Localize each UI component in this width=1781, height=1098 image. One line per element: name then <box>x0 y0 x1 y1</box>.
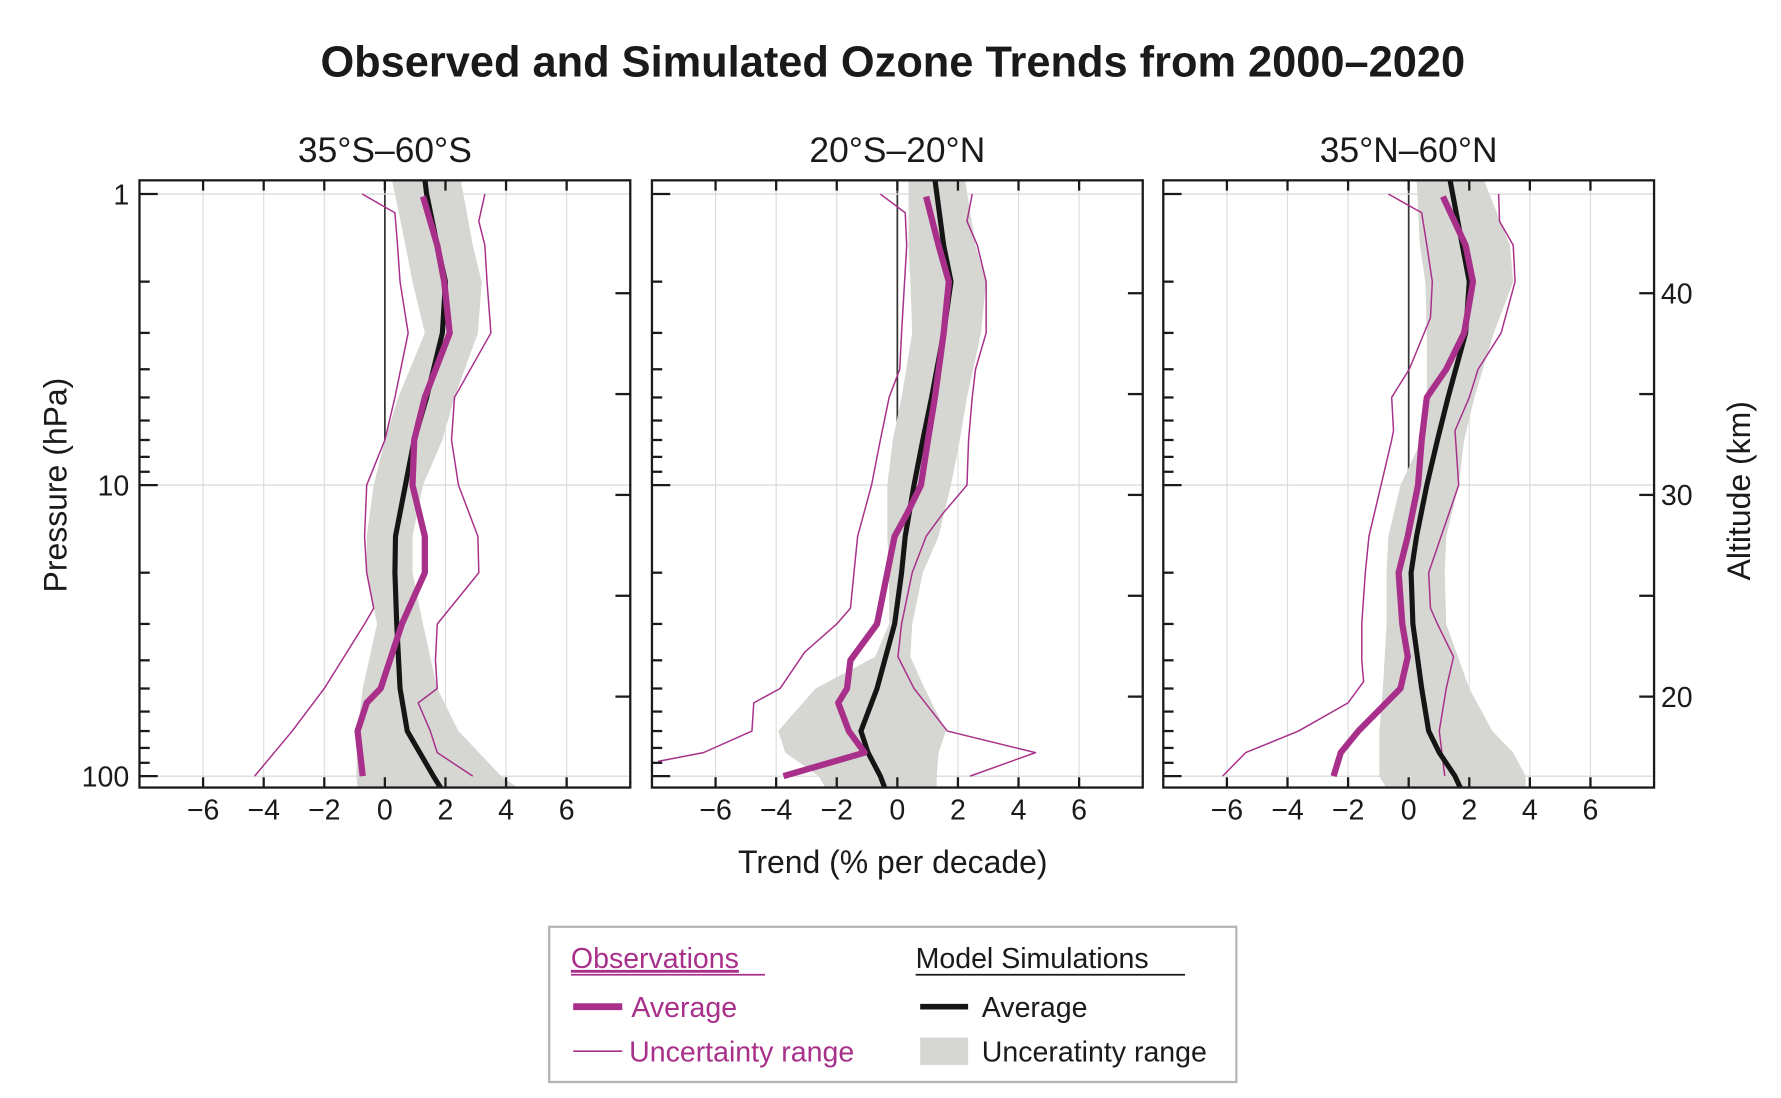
legend: Observations Average Uncertainty range M… <box>548 925 1238 1084</box>
x-tick-label: 6 <box>559 795 575 827</box>
x-tick-label: 4 <box>1011 795 1027 827</box>
y-axis-right-label: Altitude (km) <box>1721 401 1757 580</box>
x-tick-label: 0 <box>889 795 905 827</box>
chart-title: Observed and Simulated Ozone Trends from… <box>320 38 1465 86</box>
obs-average-line <box>1330 195 1477 778</box>
x-tick-label: −4 <box>1271 795 1304 827</box>
panels: 35°S–60°S −6 −4 −2 0 2 4 6 1 10 100 20°S–20°N −6 −4 −2… <box>82 131 1693 826</box>
obs-uncertainty-lower-line <box>657 193 908 763</box>
x-tick-label: −2 <box>1332 795 1365 827</box>
panel-title: 35°S–60°S <box>298 131 472 170</box>
obs-uncertainty-lower-line <box>254 193 409 777</box>
panel-2: 20°S–20°N −6 −4 −2 0 2 4 6 <box>650 131 1144 827</box>
y-axis-label: Pressure (hPa) <box>37 378 73 593</box>
legend-observations-heading: Observations <box>571 943 739 975</box>
model-uncertainty-band <box>356 180 518 788</box>
x-tick-label: −6 <box>1211 795 1244 827</box>
x-tick-label: −4 <box>760 795 793 827</box>
legend-box <box>548 925 1238 1084</box>
altitude-tick-label: 30 <box>1661 480 1693 512</box>
obs-uncertainty-upper-line <box>417 193 492 777</box>
legend-obs-range-label: Uncertainty range <box>629 1036 854 1068</box>
y-tick-label: 1 <box>113 179 129 211</box>
panel-title: 35°N–60°N <box>1320 131 1498 170</box>
obs-average-line <box>354 195 453 777</box>
x-tick-label: 0 <box>1401 795 1417 827</box>
obs-average-line <box>782 195 952 780</box>
panel-3: 35°N–60°N −6 −4 −2 0 2 4 6 20 30 40 <box>1162 131 1693 827</box>
x-tick-label: −6 <box>699 795 732 827</box>
legend-model-heading: Model Simulations <box>916 943 1149 975</box>
x-tick-label: 2 <box>1461 795 1477 827</box>
model-uncertainty-band <box>778 180 987 788</box>
x-tick-label: −2 <box>820 795 853 827</box>
y-tick-label: 10 <box>97 470 129 502</box>
panel-data <box>254 180 518 788</box>
y-tick-label: 100 <box>82 761 130 793</box>
x-tick-label: 4 <box>498 795 514 827</box>
x-tick-label: 0 <box>377 795 393 827</box>
obs-uncertainty-upper-line <box>1427 194 1516 777</box>
x-tick-label: 2 <box>438 795 454 827</box>
x-tick-label: −4 <box>247 795 280 827</box>
altitude-tick-label: 20 <box>1661 682 1693 714</box>
model-uncertainty-band <box>1379 180 1526 788</box>
obs-uncertainty-upper-line <box>897 193 1037 777</box>
panel-1: 35°S–60°S −6 −4 −2 0 2 4 6 1 10 100 <box>82 131 632 827</box>
x-tick-label: 2 <box>950 795 966 827</box>
x-tick-label: −6 <box>187 795 220 827</box>
x-tick-label: 6 <box>1583 795 1599 827</box>
panel-data <box>1222 180 1526 788</box>
x-tick-label: 6 <box>1071 795 1087 827</box>
legend-model-range-swatch <box>920 1037 969 1065</box>
x-tick-label: 4 <box>1522 795 1538 827</box>
panel-title: 20°S–20°N <box>809 131 985 170</box>
legend-obs-average-label: Average <box>631 992 737 1024</box>
altitude-tick-label: 40 <box>1661 278 1693 310</box>
legend-model-range-label: Unceratinty range <box>982 1036 1207 1068</box>
x-tick-label: −2 <box>308 795 341 827</box>
obs-uncertainty-lower-line <box>1222 193 1434 777</box>
legend-model-average-label: Average <box>982 992 1088 1024</box>
panel-data <box>657 180 1037 788</box>
x-axis-label: Trend (% per decade) <box>738 844 1047 880</box>
